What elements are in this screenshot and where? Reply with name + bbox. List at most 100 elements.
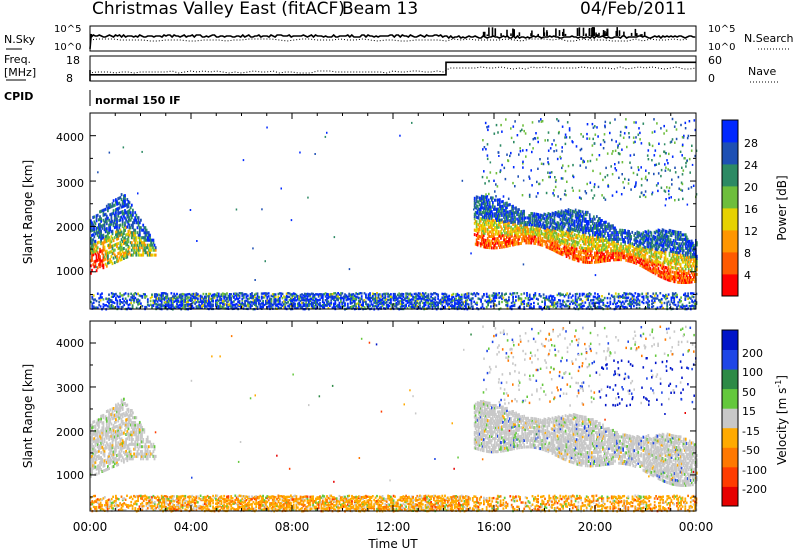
- power-echo-cell: [577, 257, 580, 261]
- power-echo-cell: [442, 299, 445, 302]
- power-echo-cell: [620, 304, 623, 308]
- power-echo-cell: [575, 236, 578, 240]
- power-echo-cell: [274, 302, 277, 306]
- power-echo-cell: [504, 227, 506, 230]
- power-echo-cell: [125, 243, 127, 247]
- power-echo-cell: [638, 301, 641, 304]
- power-echo-cell: [537, 302, 539, 305]
- power-echo-cell: [577, 252, 580, 256]
- power-echo-cell: [676, 306, 678, 309]
- power-echo-cell: [430, 304, 432, 308]
- power-echo-cell: [128, 251, 131, 255]
- power-echo-cell: [413, 296, 416, 299]
- power-echo-cell: [530, 225, 533, 229]
- power-echo-cell: [485, 216, 488, 220]
- power-echo-cell: [170, 292, 173, 295]
- power-echo-cell: [529, 221, 531, 224]
- power-echo-cell: [601, 259, 603, 263]
- power-echo-cell: [628, 300, 631, 304]
- power-echo-cell: [533, 295, 535, 298]
- power-echo-cell: [140, 294, 142, 298]
- power-echo-cell: [342, 297, 345, 301]
- power-echo-cell: [142, 251, 145, 255]
- power-echo-cell: [317, 299, 320, 302]
- power-echo-cell: [105, 227, 108, 231]
- power-echo-cell: [285, 294, 288, 298]
- power-echo-cell: [485, 220, 488, 224]
- power-echo-cell: [540, 243, 543, 247]
- power-echo-cell: [101, 224, 104, 228]
- power-echo-cell: [509, 305, 512, 308]
- power-echo-cell: [600, 219, 602, 223]
- power-echo-cell: [341, 304, 344, 308]
- power-echo-cell: [666, 305, 669, 308]
- power-echo-cell: [109, 250, 112, 254]
- power-echo-cell: [129, 211, 132, 215]
- power-echo-cell: [102, 248, 105, 252]
- power-echo-cell: [434, 296, 437, 299]
- power-echo-cell: [367, 295, 370, 298]
- power-echo-cell: [90, 264, 92, 268]
- power-echo-cell: [108, 301, 110, 304]
- power-echo-cell: [500, 236, 502, 240]
- power-echo-cell: [584, 228, 587, 232]
- power-echo-cell: [549, 304, 552, 308]
- power-echo-cell: [564, 209, 567, 213]
- power-echo-cell: [513, 243, 515, 247]
- power-echo-cell: [106, 305, 109, 308]
- power-echo-cell: [103, 223, 106, 227]
- power-echo-cell: [335, 298, 338, 301]
- power-echo-cell: [327, 303, 330, 306]
- power-echo-cell: [306, 299, 309, 302]
- power-echo-cell: [100, 219, 102, 223]
- power-echo-cell: [517, 212, 519, 216]
- power-echo-cell: [296, 306, 299, 310]
- power-echo-cell: [577, 259, 580, 263]
- power-echo-cell: [576, 243, 579, 247]
- power-echo-cell: [633, 298, 635, 301]
- power-echo-cell: [165, 304, 167, 308]
- power-echo-cell: [234, 298, 237, 301]
- power-echo-cell: [509, 210, 511, 213]
- power-echo-cell: [205, 292, 208, 296]
- power-echo-cell: [110, 260, 113, 264]
- power-echo-cell: [560, 239, 563, 242]
- power-echo-cell: [659, 292, 662, 295]
- power-echo-cell: [456, 294, 459, 297]
- power-echo-cell: [424, 303, 427, 307]
- power-echo-cell: [196, 293, 199, 296]
- power-echo-cell: [217, 295, 220, 298]
- power-echo-cell: [523, 292, 526, 295]
- power-echo-cell: [486, 212, 489, 215]
- power-echo-cell: [109, 298, 112, 302]
- power-echo-cell: [592, 231, 594, 235]
- power-echo-cells: [90, 117, 698, 311]
- power-echo-cell: [592, 222, 594, 226]
- power-echo-cell: [91, 233, 93, 237]
- power-echo-cell: [252, 301, 255, 304]
- power-echo-cell: [149, 246, 151, 250]
- power-echo-cell: [549, 247, 552, 251]
- power-echo-cell: [216, 304, 219, 308]
- power-echo-cell: [556, 301, 559, 304]
- power-echo-cell: [203, 303, 206, 306]
- power-echo-cell: [519, 230, 521, 234]
- power-echo-cell: [287, 292, 289, 295]
- power-echo-cell: [120, 248, 123, 251]
- power-echo-cell: [412, 303, 414, 307]
- power-echo-cell: [166, 296, 169, 299]
- power-echo-cell: [553, 219, 556, 223]
- power-echo-cell: [521, 221, 523, 225]
- power-echo-cell: [301, 296, 303, 299]
- power-echo-cell: [554, 247, 557, 251]
- power-echo-cell: [500, 241, 502, 245]
- power-echo-cell: [544, 301, 546, 304]
- power-echo-cell: [592, 226, 594, 230]
- power-echo-cell: [490, 210, 492, 213]
- power-echo-cell: [153, 293, 156, 296]
- power-echo-cell: [569, 213, 572, 217]
- power-echo-cell: [253, 295, 256, 298]
- power-echo-cell: [327, 293, 330, 296]
- power-echo-cell: [177, 295, 180, 298]
- power-echo-cell: [152, 299, 155, 302]
